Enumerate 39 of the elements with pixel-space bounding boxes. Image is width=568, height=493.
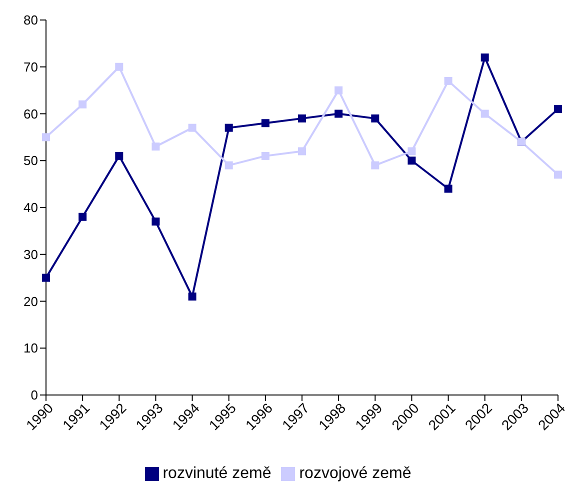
point xyxy=(371,114,380,122)
point xyxy=(42,133,50,142)
point xyxy=(224,161,233,170)
point xyxy=(298,147,306,156)
point xyxy=(261,152,270,160)
point xyxy=(224,124,233,132)
point xyxy=(334,86,343,94)
y-tick-label: 20 xyxy=(24,294,38,309)
point xyxy=(115,152,124,160)
y-tick-label: 0 xyxy=(30,388,38,403)
point xyxy=(261,119,270,128)
point xyxy=(298,114,306,122)
y-tick-label: 10 xyxy=(24,340,38,356)
y-tick-label: 60 xyxy=(24,106,38,122)
point xyxy=(554,105,562,114)
y-tick-label: 70 xyxy=(24,59,38,74)
point xyxy=(188,292,196,301)
point xyxy=(42,274,50,282)
point xyxy=(152,142,160,151)
point xyxy=(408,147,416,156)
y-tick-label: 50 xyxy=(24,153,38,168)
point xyxy=(371,161,380,170)
point xyxy=(334,110,343,118)
point xyxy=(78,212,87,221)
point xyxy=(444,76,452,85)
point xyxy=(78,100,87,108)
point xyxy=(444,184,452,193)
point xyxy=(554,170,562,179)
point xyxy=(480,110,489,118)
point xyxy=(408,156,416,165)
legend-label: rozvinuté země xyxy=(162,465,272,482)
legend-label: rozvojové země xyxy=(299,465,412,482)
y-tick-label: 30 xyxy=(24,246,38,262)
point xyxy=(152,218,160,226)
point xyxy=(480,54,489,62)
y-tick-label: 40 xyxy=(24,200,38,216)
y-tick-label: 80 xyxy=(24,12,38,28)
point xyxy=(188,124,196,132)
point xyxy=(115,62,124,71)
